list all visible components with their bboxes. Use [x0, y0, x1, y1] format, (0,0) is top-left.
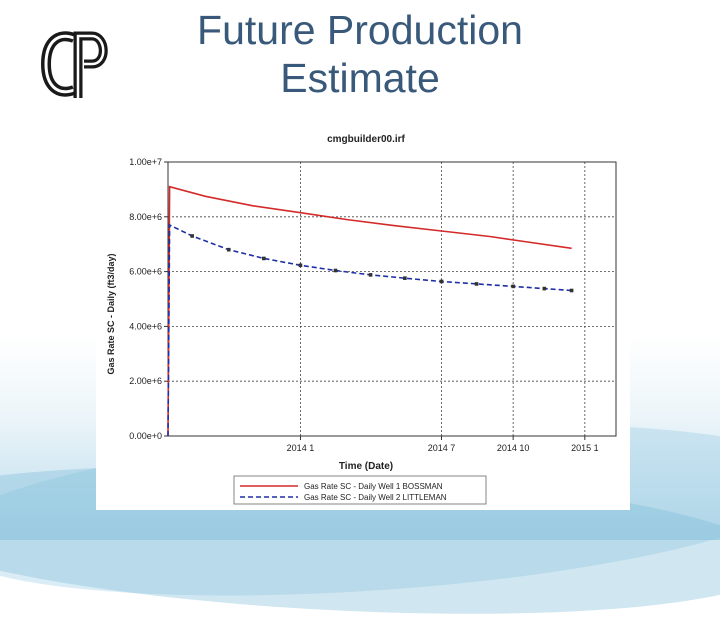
series-marker	[262, 256, 266, 261]
x-tick-label: 2014 1	[287, 443, 315, 453]
series-marker	[333, 268, 338, 273]
y-tick-label: 6.00e+6	[129, 267, 162, 277]
series-marker	[569, 288, 574, 293]
y-tick-label: 1.00e+7	[129, 157, 162, 167]
y-tick-label: 4.00e+6	[129, 321, 162, 331]
series-marker	[511, 284, 515, 289]
y-tick-label: 2.00e+6	[129, 376, 162, 386]
series-line-2	[167, 223, 572, 437]
x-tick-label: 2015 1	[571, 443, 599, 453]
slide-title-line1: Future Production	[197, 7, 523, 53]
slide-title: Future Production Estimate	[140, 6, 580, 102]
tick-layer: 0.00e+0 2.00e+6 4.00e+6 6.00e+6 8.00e+6 1.00e…	[129, 157, 598, 453]
series-marker	[298, 263, 303, 268]
legend-box	[233, 475, 487, 505]
series-marker	[403, 276, 407, 280]
x-tick-label: 2014 10	[497, 443, 530, 453]
series-marker	[439, 279, 444, 284]
grid-layer	[168, 162, 616, 436]
production-chart: cmgbuilder00.irf 0.00e+0 2.00e+6 4.00e+6 6.…	[106, 134, 617, 505]
legend-label: Gas Rate SC - Daily Well 1 BOSSMAN	[304, 482, 443, 491]
chart-panel: cmgbuilder00.irf 0.00e+0 2.00e+6 4.00e+6 6.…	[96, 126, 630, 510]
y-tick-label: 8.00e+6	[129, 212, 162, 222]
series-marker	[368, 273, 373, 277]
series-marker	[226, 247, 231, 252]
series-marker	[190, 234, 194, 238]
cp-logo	[40, 24, 112, 104]
series-layer	[167, 185, 574, 437]
series-marker	[474, 282, 479, 286]
chart-title: cmgbuilder00.irf	[327, 134, 405, 145]
series-line-1	[167, 185, 572, 437]
legend: Gas Rate SC - Daily Well 1 BOSSMAN Gas Ra…	[233, 475, 487, 505]
x-axis-label: Time (Date)	[339, 461, 393, 472]
y-axis-label: Gas Rate SC - Daily (ft3/day)	[106, 253, 116, 374]
slide-title-line2: Estimate	[280, 55, 440, 101]
plot-frame	[167, 161, 617, 437]
x-tick-label: 2014 7	[428, 443, 456, 453]
y-tick-label: 0.00e+0	[129, 431, 162, 441]
series-marker	[542, 286, 547, 291]
legend-label: Gas Rate SC - Daily Well 2 LITTLEMAN	[304, 493, 447, 502]
